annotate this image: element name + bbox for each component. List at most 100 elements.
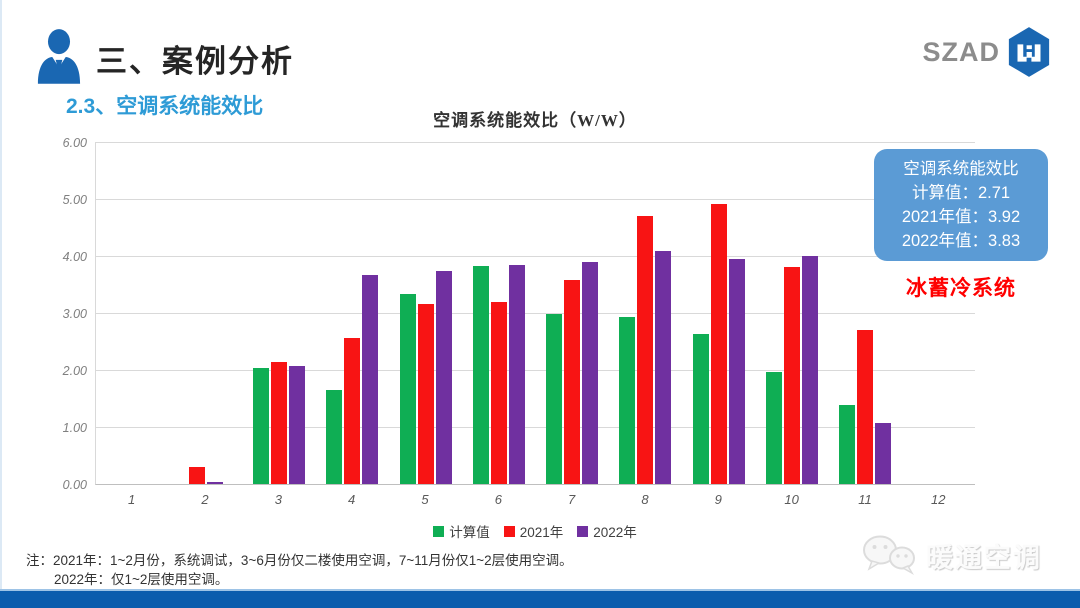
bar-2021年-month-5 <box>417 304 434 484</box>
bar-group-month-6 <box>462 142 535 484</box>
gridline <box>96 142 975 143</box>
y-axis-tick-label: 6.00 <box>62 136 87 150</box>
bar-group-month-1 <box>96 142 169 484</box>
y-axis-tick-label: 0.00 <box>62 478 87 492</box>
bar-group-month-2 <box>169 142 242 484</box>
bar-2022年-month-10 <box>801 256 818 484</box>
x-axis-labels: 1 2 3 4 5 6 7 8 9 10 11 12 <box>95 492 975 507</box>
gridline <box>96 313 975 314</box>
slide-left-accent <box>0 0 2 589</box>
legend-label: 2021年 <box>519 525 564 540</box>
y-axis-tick-label: 4.00 <box>62 250 87 265</box>
info-box-line: 2021年值：3.92 <box>901 208 1021 226</box>
watermark: 暖通空调 <box>860 534 1042 576</box>
bar-2022年-month-11 <box>875 423 892 484</box>
x-axis-tick-label: 8 <box>641 492 649 507</box>
y-axis-tick-label: 3.00 <box>62 307 87 321</box>
bar-2021年-month-9 <box>710 203 727 484</box>
bar-计算值-month-4 <box>326 389 343 484</box>
bar-2021年-month-3 <box>271 362 288 484</box>
person-icon <box>37 29 81 84</box>
wechat-icon <box>863 535 915 575</box>
bar-计算值-month-8 <box>619 317 636 484</box>
bar-2022年-month-7 <box>582 262 599 484</box>
info-box-line: 2022年值：3.83 <box>901 232 1021 250</box>
x-axis-tick-label: 3 <box>274 492 282 507</box>
gridline <box>96 427 975 429</box>
bar-group-month-11 <box>829 142 902 484</box>
bar-group-month-8 <box>609 142 682 484</box>
page-title: 三、案例分析 <box>96 44 294 79</box>
bar-group-month-5 <box>389 142 462 484</box>
bar-计算值-month-9 <box>692 334 709 484</box>
section-subtitle: 2.3、空调系统能效比 <box>66 95 264 118</box>
chart-plot-area: 0.00 1.00 2.00 3.00 4.00 5.00 6.00 <box>63 136 975 492</box>
gridline <box>96 199 975 200</box>
info-box-line: 计算值：2.71 <box>911 184 1011 202</box>
bar-2021年-month-11 <box>857 330 874 484</box>
bar-groups <box>96 142 975 484</box>
x-axis-tick-label: 12 <box>931 492 946 507</box>
x-axis-tick-label: 9 <box>714 492 722 507</box>
x-axis-tick-label: 11 <box>858 492 872 507</box>
legend-item-计算值: 计算值 <box>433 521 490 541</box>
chart-legend: 计算值 2021年 2022年 <box>95 521 975 541</box>
legend-item-2021年: 2021年 <box>503 521 564 541</box>
bar-2021年-month-4 <box>344 337 361 484</box>
legend-label: 2022年 <box>593 525 637 540</box>
bar-计算值-month-5 <box>399 294 416 484</box>
system-type-label: 冰蓄冷系统 <box>906 277 1016 300</box>
footnote-line2: 2022年：仅1~2层使用空调。 <box>54 572 229 587</box>
bar-计算值-month-7 <box>546 313 563 484</box>
bar-计算值-month-3 <box>253 368 270 484</box>
bar-计算值-month-11 <box>839 405 856 484</box>
bar-2022年-month-2 <box>206 482 223 484</box>
bar-2021年-month-2 <box>188 467 205 484</box>
bar-2022年-month-9 <box>728 259 745 484</box>
szad-logo-text: SZAD <box>922 36 1000 67</box>
chart-title: 空调系统能效比（W/W） <box>433 111 637 130</box>
bar-group-month-10 <box>755 142 828 484</box>
bar-group-month-4 <box>316 142 389 484</box>
szad-logo: SZAD <box>923 26 1053 78</box>
bottom-accent-bar <box>0 589 1080 608</box>
bar-2021年-month-8 <box>637 216 654 484</box>
footnote-line1: 注：2021年：1~2月份，系统调试，3~6月份仅二楼使用空调，7~11月份仅1… <box>26 553 573 568</box>
legend-swatch-icon <box>503 525 515 537</box>
bar-group-month-3 <box>243 142 316 484</box>
legend-swatch-icon <box>433 525 445 537</box>
bar-2022年-month-6 <box>508 264 525 484</box>
x-axis-tick-label: 10 <box>784 492 799 507</box>
bar-group-month-9 <box>682 142 755 484</box>
x-axis-tick-label: 6 <box>494 492 502 507</box>
y-axis-tick-label: 5.00 <box>62 193 87 207</box>
legend-swatch-icon <box>577 525 589 537</box>
gridline <box>96 370 975 372</box>
legend-item-2022年: 2022年 <box>577 521 637 541</box>
bar-group-month-7 <box>536 142 609 484</box>
watermark-text: 暖通空调 <box>926 542 1042 573</box>
y-axis-tick-label: 2.00 <box>62 364 87 379</box>
bar-2022年-month-3 <box>289 366 306 484</box>
x-axis-tick-label: 2 <box>201 492 209 507</box>
x-axis-tick-label: 1 <box>128 492 136 507</box>
legend-label: 计算值 <box>449 525 490 540</box>
bar-2021年-month-6 <box>490 301 507 484</box>
bar-2021年-month-10 <box>783 267 800 484</box>
y-axis-tick-label: 1.00 <box>62 421 87 436</box>
bar-计算值-month-6 <box>472 265 489 484</box>
bar-2022年-month-5 <box>435 270 452 484</box>
info-box-line: 空调系统能效比 <box>903 160 1019 178</box>
footnote: 注：2021年：1~2月份，系统调试，3~6月份仅二楼使用空调，7~11月份仅1… <box>26 551 573 589</box>
bar-计算值-month-10 <box>765 371 782 484</box>
bar-2022年-month-8 <box>655 251 672 484</box>
x-axis-tick-label: 4 <box>348 492 356 507</box>
bar-2021年-month-7 <box>564 279 581 484</box>
hexagon-logo-icon <box>1008 27 1050 77</box>
x-axis-tick-label: 5 <box>421 492 429 507</box>
gridline <box>96 256 975 258</box>
result-info-box: 空调系统能效比 计算值：2.71 2021年值：3.92 2022年值：3.83 <box>874 149 1048 261</box>
bar-2022年-month-4 <box>362 274 379 484</box>
x-axis-tick-label: 7 <box>568 492 576 507</box>
